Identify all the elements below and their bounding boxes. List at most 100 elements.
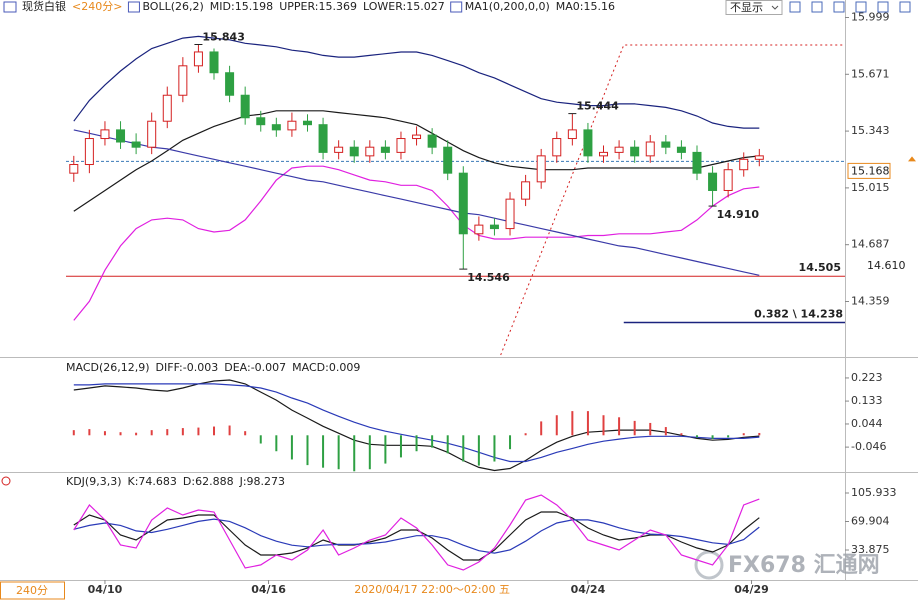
candle-body (489, 224, 499, 230)
candle-body (318, 124, 328, 153)
frame (0, 0, 918, 581)
level-note: 14.610 (867, 259, 906, 272)
macd-bar (213, 426, 216, 436)
macd-bar (555, 415, 558, 436)
series-line (73, 511, 760, 561)
y-tick-label: 15.999 (851, 10, 890, 23)
candle-body (412, 134, 422, 140)
candle-body (676, 146, 686, 153)
macd-bar (228, 425, 231, 436)
x-tick-label: 04/10 (88, 583, 123, 596)
candle-body (567, 129, 577, 140)
x-tick-label: 04/24 (571, 583, 606, 596)
macd-bar (88, 429, 91, 436)
candle-body (271, 124, 281, 131)
candle-body (178, 65, 188, 96)
candle-body (225, 72, 235, 96)
toggle-button-label[interactable]: 不显示 (730, 1, 763, 14)
y-tick-label: 69.904 (851, 515, 890, 528)
macd-bar (493, 435, 496, 462)
macd-bar (711, 435, 714, 439)
macd-bar (586, 411, 589, 436)
indicator-label: MACD(26,12,9) (66, 361, 150, 374)
macd-bar (446, 435, 449, 454)
candle-body (630, 146, 640, 157)
macd-bar (275, 435, 278, 452)
candle-body (147, 120, 157, 148)
dropdown-arrow (771, 5, 779, 10)
toolbar-icons (789, 1, 911, 13)
y-tick-label: 0.223 (851, 371, 883, 384)
candle-body (583, 129, 593, 157)
indicator-icon (450, 1, 463, 13)
candle-body (723, 169, 733, 191)
candle-body (645, 141, 655, 157)
tool-icon[interactable] (855, 1, 867, 13)
candle-body (100, 129, 110, 140)
tool-icon[interactable] (833, 1, 845, 13)
indicator-icon (127, 1, 140, 13)
annotation-label: 14.910 (717, 208, 760, 221)
candle-body (380, 146, 390, 153)
period-button[interactable]: 240分 (16, 584, 48, 597)
macd-bar (353, 435, 356, 472)
macd-bar (244, 431, 247, 436)
y-tick-label: 33.875 (851, 543, 890, 556)
macd-bar (337, 435, 340, 470)
macd-bar (680, 433, 683, 436)
y-tick-label: 105.933 (851, 486, 897, 499)
candle-body (552, 138, 562, 157)
macd-bar (633, 420, 636, 436)
tool-icon[interactable] (789, 1, 801, 13)
candle-body (599, 151, 609, 157)
series-line (73, 129, 760, 276)
macd-bar (119, 432, 122, 436)
macd-bar (727, 435, 730, 438)
last-price-box (847, 162, 891, 179)
annotation-label: 14.546 (467, 271, 510, 284)
candle-body (458, 172, 468, 235)
y-tick-label: 14.687 (851, 238, 890, 251)
macd-bar (150, 430, 153, 436)
tool-icon[interactable] (877, 1, 889, 13)
series-label: MA0:15.16 (556, 0, 615, 13)
candle-body (396, 138, 406, 153)
series-label: J:98.273 (239, 475, 285, 488)
tool-icon[interactable] (811, 1, 823, 13)
candle-body (287, 120, 297, 131)
candle-body (443, 146, 453, 174)
candle-body (69, 164, 79, 174)
trend-line (500, 44, 845, 356)
toggle-button[interactable] (725, 0, 783, 15)
annotation-label: 15.444 (576, 100, 619, 113)
chart-icon (3, 1, 17, 13)
period-label: <240分> (72, 0, 122, 13)
series-label: DIFF:-0.003 (156, 361, 219, 374)
candle-body (521, 181, 531, 200)
series-label: UPPER:15.369 (279, 0, 357, 13)
period-button-frame[interactable] (0, 581, 65, 600)
cursor-label: 2020/04/17 22:00～02:00 五 (354, 583, 510, 596)
candle-body (614, 146, 624, 153)
level-label: 14.505 (799, 261, 841, 274)
candle-body (240, 94, 250, 119)
candle-body (116, 129, 126, 143)
indicator-label: KDJ(9,3,3) (66, 475, 122, 488)
tool-icon[interactable] (899, 1, 911, 13)
series-label: K:74.683 (128, 475, 177, 488)
macd-bar (540, 421, 543, 436)
macd-bar (758, 432, 761, 436)
candle-body (349, 146, 359, 157)
macd-bar (259, 435, 262, 444)
macd-bar (384, 435, 387, 464)
last-price-marker (908, 156, 916, 162)
series-line (73, 379, 760, 472)
watermark-logo (694, 550, 724, 580)
candle-body (427, 134, 437, 148)
y-tick-label: 0.133 (851, 394, 883, 407)
y-tick-label: 0.044 (851, 417, 883, 430)
series-line (73, 494, 760, 571)
x-tick-label: 04/29 (734, 583, 769, 596)
series-line (73, 35, 760, 129)
